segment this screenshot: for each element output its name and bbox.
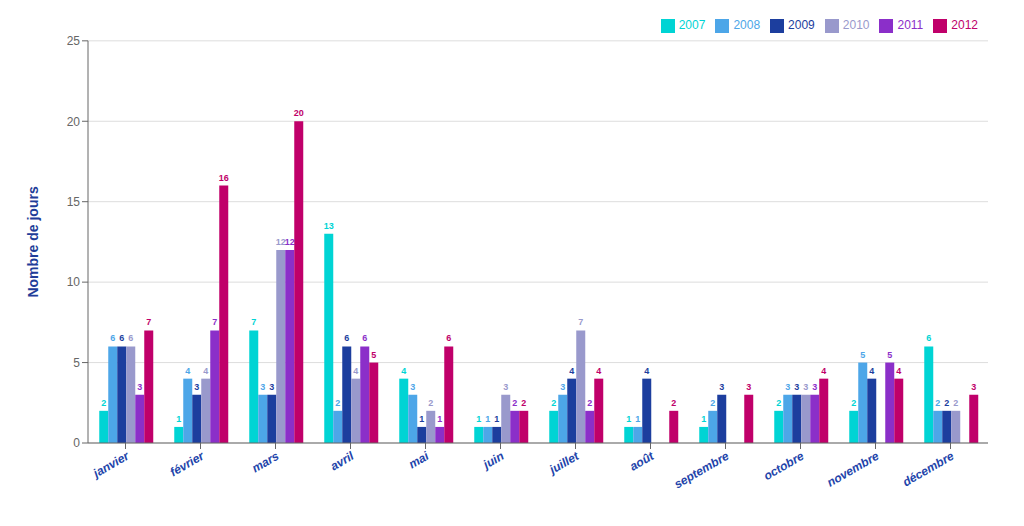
svg-text:2: 2 [776, 398, 781, 408]
svg-text:1: 1 [485, 414, 490, 424]
svg-text:6: 6 [926, 333, 931, 343]
svg-text:février: février [167, 448, 207, 479]
svg-text:4: 4 [596, 366, 601, 376]
svg-text:Nombre de jours: Nombre de jours [25, 186, 41, 297]
svg-text:décembre: décembre [900, 449, 956, 490]
svg-text:12: 12 [285, 237, 295, 247]
svg-text:2: 2 [935, 398, 940, 408]
svg-text:novembre: novembre [825, 449, 882, 490]
svg-text:7: 7 [251, 317, 256, 327]
svg-text:juillet: juillet [545, 448, 582, 477]
svg-text:octobre: octobre [761, 449, 806, 483]
svg-text:5: 5 [371, 350, 376, 360]
svg-text:0: 0 [73, 436, 80, 450]
svg-text:1: 1 [701, 414, 706, 424]
svg-text:3: 3 [785, 382, 790, 392]
svg-text:4: 4 [401, 366, 406, 376]
svg-text:7: 7 [212, 317, 217, 327]
svg-text:3: 3 [794, 382, 799, 392]
svg-text:5: 5 [887, 350, 892, 360]
svg-text:3: 3 [260, 382, 265, 392]
svg-text:mars: mars [249, 449, 281, 476]
svg-text:3: 3 [194, 382, 199, 392]
svg-text:4: 4 [353, 366, 358, 376]
svg-text:2: 2 [335, 398, 340, 408]
svg-text:3: 3 [269, 382, 274, 392]
svg-text:6: 6 [362, 333, 367, 343]
svg-text:6: 6 [110, 333, 115, 343]
svg-text:1: 1 [494, 414, 499, 424]
svg-text:3: 3 [560, 382, 565, 392]
svg-text:2: 2 [512, 398, 517, 408]
svg-text:septembre: septembre [672, 449, 732, 492]
svg-text:1: 1 [176, 414, 181, 424]
svg-text:3: 3 [971, 382, 976, 392]
svg-text:4: 4 [203, 366, 208, 376]
svg-text:12: 12 [275, 237, 286, 247]
svg-text:1: 1 [476, 414, 481, 424]
svg-text:3: 3 [410, 382, 415, 392]
svg-text:15: 15 [67, 195, 81, 209]
svg-text:juin: juin [479, 449, 506, 473]
svg-text:1: 1 [419, 414, 424, 424]
svg-text:3: 3 [137, 382, 142, 392]
svg-text:2: 2 [851, 398, 856, 408]
svg-text:5: 5 [860, 350, 865, 360]
svg-text:2: 2 [521, 398, 526, 408]
html-text:2008: 2008 [733, 18, 761, 32]
svg-text:août: août [627, 448, 657, 473]
svg-text:1: 1 [635, 414, 640, 424]
svg-text:mai: mai [406, 449, 431, 472]
svg-text:6: 6 [128, 333, 133, 343]
svg-text:7: 7 [578, 317, 583, 327]
svg-text:5: 5 [73, 356, 80, 370]
svg-text:6: 6 [119, 333, 124, 343]
svg-text:13: 13 [324, 221, 334, 231]
svg-text:2: 2 [944, 398, 949, 408]
svg-text:avril: avril [328, 449, 357, 474]
svg-text:6: 6 [446, 333, 451, 343]
svg-text:1: 1 [437, 414, 442, 424]
html-text:2012: 2012 [951, 18, 978, 32]
html-text:2010: 2010 [842, 18, 870, 32]
svg-text:janvier: janvier [89, 448, 132, 481]
svg-text:4: 4 [644, 366, 649, 376]
svg-text:2: 2 [101, 398, 106, 408]
svg-text:16: 16 [219, 173, 229, 183]
svg-text:7: 7 [146, 317, 151, 327]
svg-text:3: 3 [746, 382, 751, 392]
svg-text:20: 20 [294, 108, 304, 118]
html-text:2011: 2011 [897, 18, 924, 32]
svg-text:4: 4 [869, 366, 874, 376]
svg-text:2: 2 [587, 398, 592, 408]
html-text:2009: 2009 [788, 18, 815, 32]
svg-text:2: 2 [671, 398, 676, 408]
svg-text:4: 4 [896, 366, 901, 376]
svg-text:3: 3 [803, 382, 808, 392]
svg-text:3: 3 [719, 382, 724, 392]
svg-text:25: 25 [67, 34, 81, 48]
svg-text:1: 1 [626, 414, 631, 424]
html-text:2007: 2007 [678, 18, 706, 32]
svg-text:2: 2 [953, 398, 958, 408]
svg-text:4: 4 [569, 366, 574, 376]
svg-text:6: 6 [344, 333, 349, 343]
svg-text:3: 3 [812, 382, 817, 392]
svg-text:3: 3 [503, 382, 508, 392]
svg-text:20: 20 [67, 115, 81, 129]
svg-text:2: 2 [428, 398, 433, 408]
svg-text:10: 10 [67, 275, 81, 289]
svg-text:4: 4 [185, 366, 190, 376]
svg-text:4: 4 [821, 366, 826, 376]
svg-text:2: 2 [551, 398, 556, 408]
svg-text:2: 2 [710, 398, 715, 408]
